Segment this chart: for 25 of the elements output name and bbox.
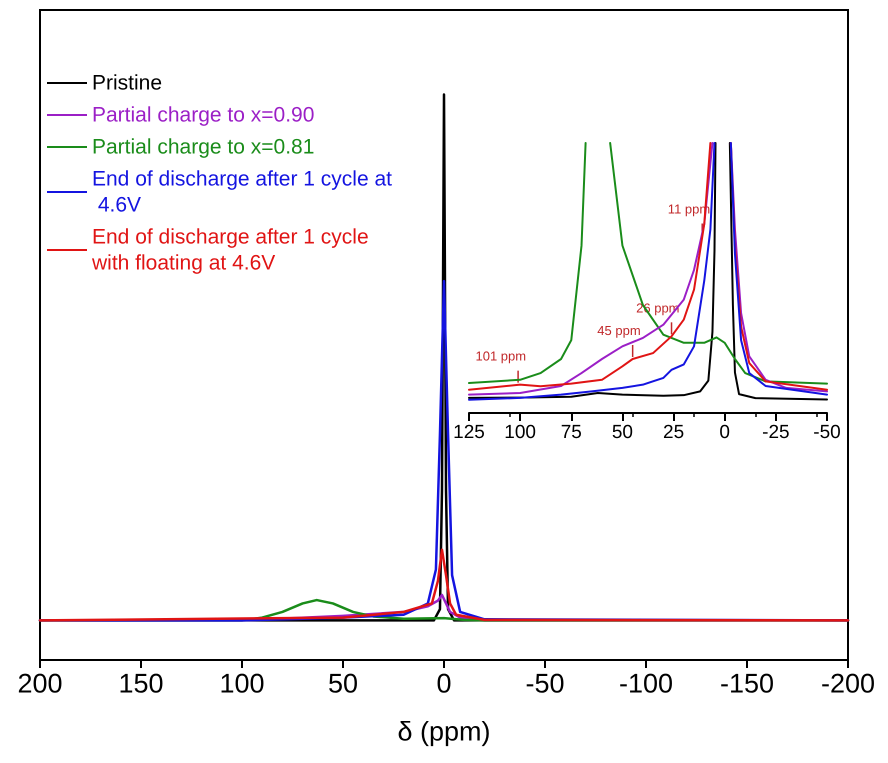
x-tick-label: 50 bbox=[328, 668, 358, 698]
x-tick-label: 75 bbox=[560, 422, 582, 443]
x-tick-label: 0 bbox=[436, 668, 452, 698]
legend-label: Partial charge to x=0.81 bbox=[92, 136, 314, 158]
annotation: 101 ppm bbox=[476, 348, 526, 364]
x-tick-label: 100 bbox=[504, 422, 536, 443]
x-tick-label: 50 bbox=[612, 422, 633, 443]
x-tick-label: -150 bbox=[720, 668, 774, 698]
x-tick-label: 100 bbox=[219, 668, 265, 698]
x-tick-label: -25 bbox=[762, 422, 790, 443]
x-tick-label: -50 bbox=[813, 422, 841, 443]
x-tick-label: 0 bbox=[719, 422, 730, 443]
legend-label: End of discharge after 1 cycle with floating at 4.6V bbox=[91, 226, 374, 274]
x-tick-label: -200 bbox=[820, 668, 876, 698]
x-tick-label: -50 bbox=[525, 668, 565, 698]
x-tick-label: 200 bbox=[17, 668, 63, 698]
x-tick-label: 125 bbox=[453, 422, 485, 443]
x-axis-title: δ (ppm) bbox=[397, 716, 491, 746]
annotation: 45 ppm bbox=[597, 323, 641, 338]
legend-label: Partial charge to x=0.90 bbox=[92, 104, 314, 126]
legend-label: Pristine bbox=[92, 72, 162, 94]
legend-label: End of discharge after 1 cycle at 4.6V bbox=[92, 168, 392, 216]
x-tick-label: 150 bbox=[118, 668, 164, 698]
x-tick-label: -100 bbox=[618, 668, 674, 698]
x-tick-label: 25 bbox=[663, 422, 684, 443]
